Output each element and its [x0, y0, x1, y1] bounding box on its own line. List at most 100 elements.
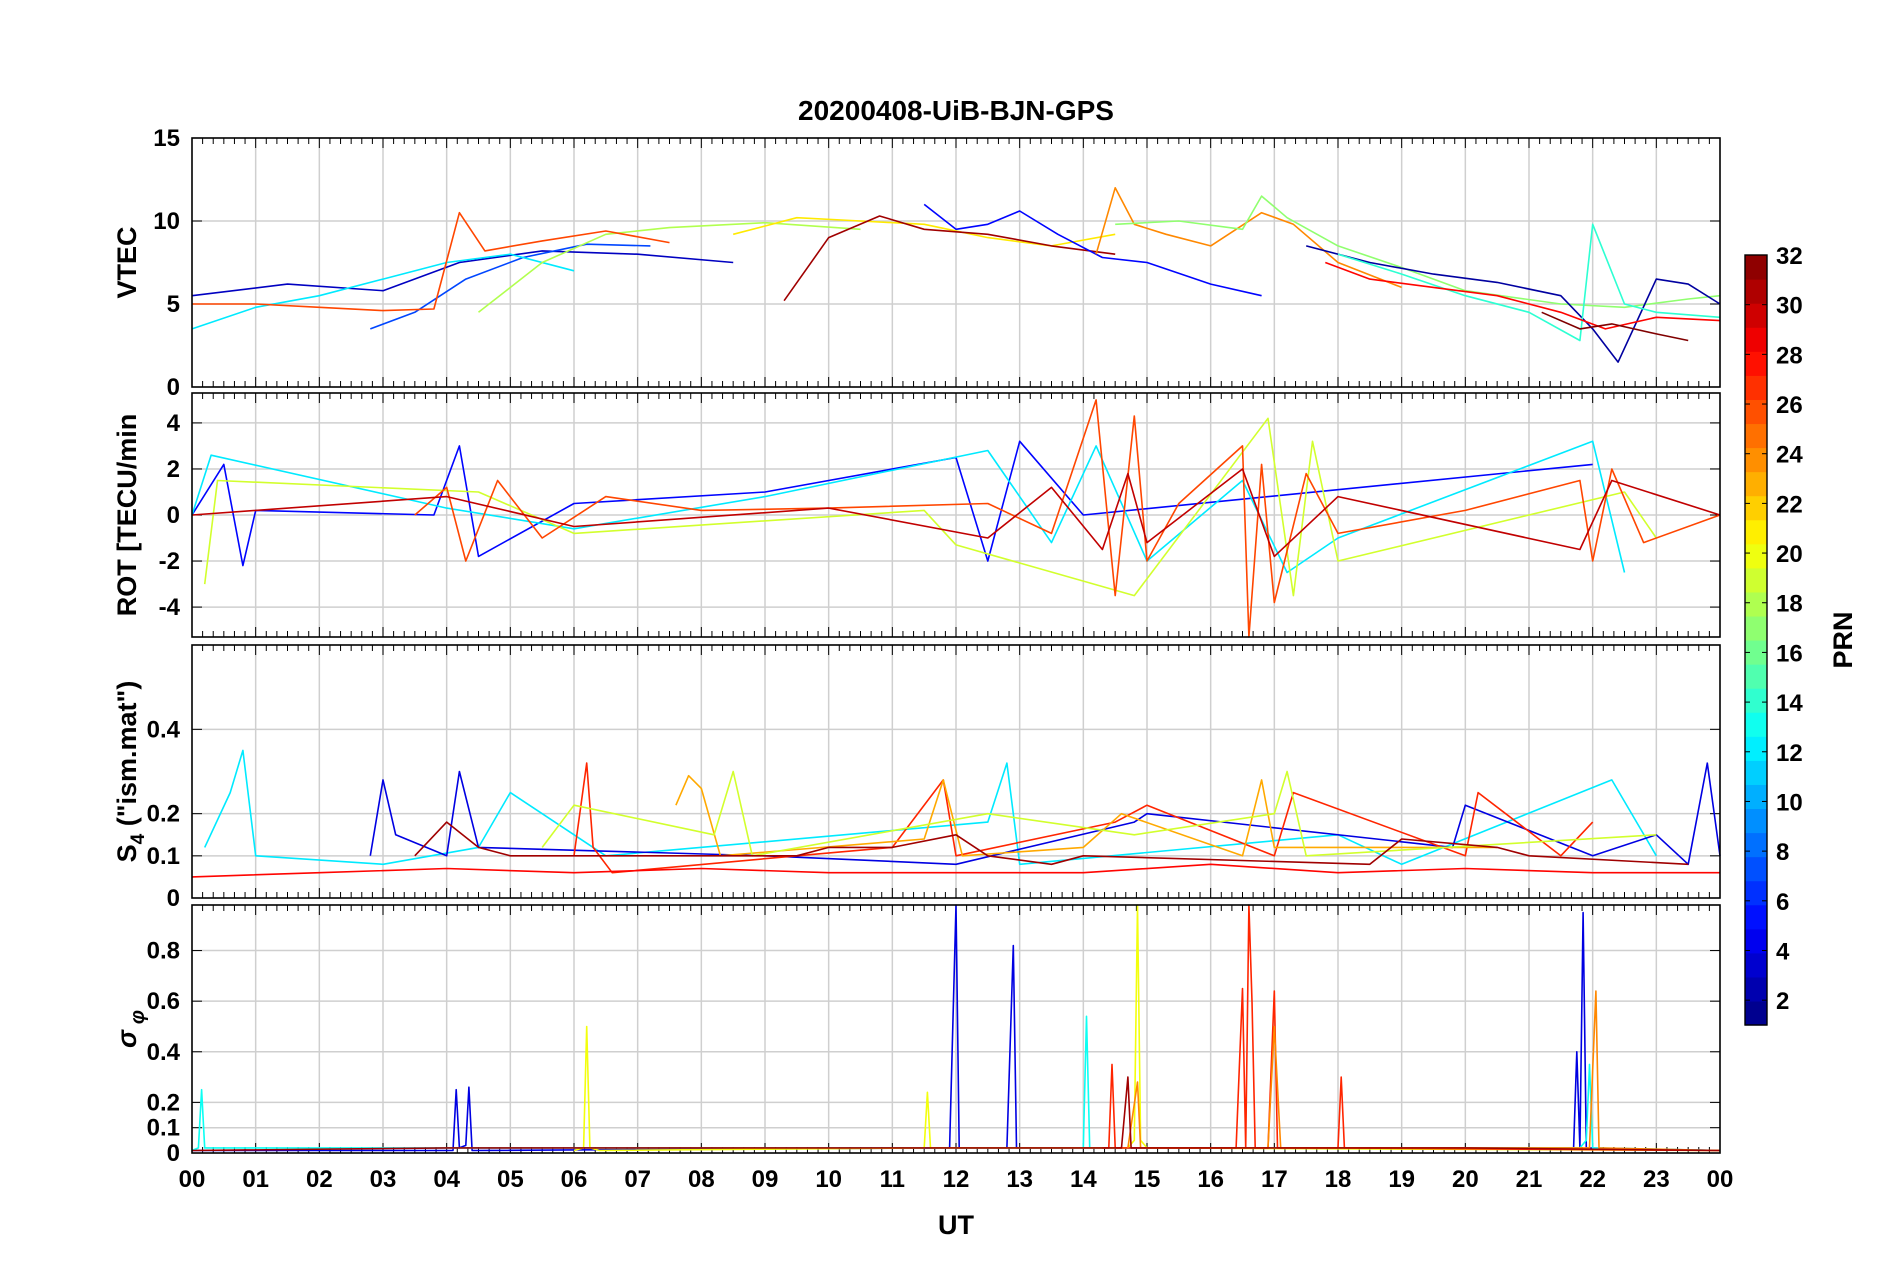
colorbar-tick-label: 14	[1776, 690, 1803, 717]
axes-frame	[191, 392, 1721, 638]
x-tick-label: 18	[1325, 1166, 1352, 1193]
series-group	[191, 187, 1721, 363]
colorbar-band	[1745, 279, 1767, 304]
colorbar-band	[1745, 255, 1767, 280]
colorbar-band	[1745, 591, 1767, 617]
colorbar-band	[1745, 880, 1767, 906]
colorbar-band	[1745, 952, 1767, 978]
colorbar-band	[1745, 832, 1767, 858]
y-axis-label: VTEC	[112, 226, 142, 298]
x-tick-label: 22	[1579, 1166, 1606, 1193]
colorbar-tick-label: 12	[1776, 740, 1803, 767]
y-tick-label: 0.1	[147, 1115, 180, 1142]
x-tick-label: 12	[943, 1166, 970, 1193]
colorbar-band	[1745, 856, 1767, 882]
colorbar-tick-label: 26	[1776, 392, 1803, 419]
colorbar-band	[1745, 760, 1767, 785]
series-prn-5	[923, 203, 1262, 297]
colorbar-band	[1745, 615, 1767, 641]
series-prn-31	[191, 1076, 1721, 1152]
series-prn-5	[191, 440, 1593, 567]
x-tick-label: 13	[1006, 1166, 1033, 1193]
series-prn-31	[783, 215, 1116, 302]
colorbar-band	[1745, 447, 1767, 473]
grid	[192, 393, 1720, 637]
panel-1: 0 5 10 15 VTEC	[112, 125, 1721, 401]
axes-frame	[191, 904, 1721, 1154]
colorbar-band	[1745, 808, 1767, 834]
series-prn-7	[370, 243, 651, 330]
series-prn-17	[1115, 195, 1721, 309]
chart-title: 20200408-UiB-BJN-GPS	[798, 95, 1114, 126]
y-tick-label: 0	[167, 1140, 180, 1167]
colorbar-band	[1745, 399, 1767, 425]
colorbar-tick-label: 22	[1776, 491, 1803, 518]
x-tick-label: 19	[1388, 1166, 1415, 1193]
colorbar-tick-label: 10	[1776, 789, 1803, 816]
x-tick-label: 16	[1197, 1166, 1224, 1193]
minor-ticks	[191, 138, 1721, 387]
colorbar-tick-label: 4	[1776, 938, 1790, 965]
colorbar-band	[1745, 688, 1767, 713]
y-tick-label: 0.1	[147, 843, 180, 870]
y-tick-label: 0	[167, 502, 180, 529]
series-prn-30	[191, 468, 1721, 558]
colorbar-band	[1745, 519, 1767, 545]
x-tick-labels: 00 01 02 03 04 05 06 07 08 09 10 11 12 13 14 15 16 17 18 19…	[179, 1166, 1734, 1193]
y-axis-label: ROT [TECU/min	[112, 414, 142, 617]
x-tick-label: 00	[179, 1166, 206, 1193]
axes-frame	[191, 644, 1721, 899]
colorbar-band	[1745, 495, 1767, 521]
colorbar-band	[1745, 712, 1767, 737]
x-tick-label: 11	[880, 1166, 905, 1193]
y-tick-label: 0.8	[147, 938, 180, 965]
series-prn-28	[191, 863, 1720, 878]
y-tick-label: -4	[159, 594, 181, 621]
y-axis-label: σφ	[112, 1010, 149, 1048]
y-tick-label: 5	[167, 291, 180, 318]
colorbar-label: PRN	[1828, 611, 1858, 668]
colorbar-tick-label: 20	[1776, 541, 1803, 568]
colorbar-tick-label: 6	[1776, 889, 1789, 916]
colorbar-band	[1745, 640, 1767, 665]
series-prn-32	[1541, 311, 1689, 342]
series-prn-14	[1337, 223, 1721, 342]
series-prn-26	[192, 211, 670, 312]
series-prn-12	[191, 253, 575, 330]
series-prn-3	[191, 250, 734, 297]
series-prn-4	[369, 762, 1721, 866]
colorbar-band	[1745, 543, 1767, 569]
x-tick-label: 02	[306, 1166, 333, 1193]
x-tick-label: 15	[1134, 1166, 1161, 1193]
panel-2: -4 -2 0 2 4 ROT [TECU/min	[112, 392, 1721, 638]
colorbar-tick-label: 32	[1776, 243, 1803, 270]
x-tick-label: 17	[1261, 1166, 1288, 1193]
series-prn-2	[1305, 245, 1721, 363]
colorbar-band	[1745, 928, 1767, 954]
colorbar-tick-label: 18	[1776, 591, 1803, 618]
y-tick-label: 0.2	[147, 801, 180, 828]
colorbar-band	[1745, 1000, 1767, 1026]
colorbar-tick-label: 8	[1776, 839, 1789, 866]
x-tick-label: 14	[1070, 1166, 1097, 1193]
x-tick-label: 20	[1452, 1166, 1479, 1193]
series-group	[191, 399, 1721, 638]
y-tick-label: 2	[167, 456, 180, 483]
series-prn-20	[573, 904, 1721, 1152]
y-tick-label: 4	[167, 410, 181, 437]
colorbar-tick-label: 28	[1776, 342, 1803, 369]
colorbar-band	[1745, 664, 1767, 689]
colorbar-band	[1745, 327, 1767, 352]
colorbar-band	[1745, 303, 1767, 328]
x-tick-label: 00	[1707, 1166, 1734, 1193]
colorbar-band	[1745, 784, 1767, 810]
colorbar-band	[1745, 736, 1767, 761]
x-tick-label: 09	[752, 1166, 779, 1193]
colorbar-band	[1745, 375, 1767, 400]
grid	[192, 138, 1720, 387]
colorbar-band	[1745, 471, 1767, 497]
colorbar-band	[1745, 904, 1767, 930]
series-prn-12	[191, 440, 1626, 574]
